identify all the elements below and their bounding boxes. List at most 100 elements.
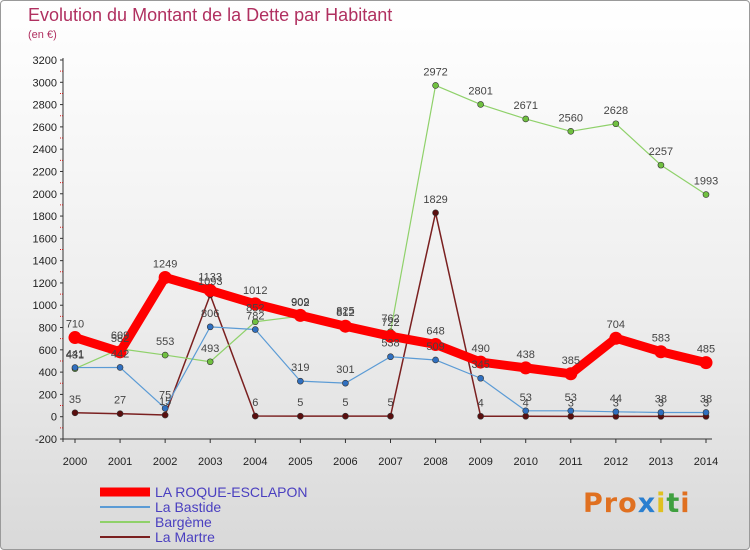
data-label: 2257	[649, 146, 673, 158]
series-point-0	[699, 356, 713, 370]
data-label: 490	[471, 343, 489, 355]
data-label: 582	[111, 333, 129, 345]
y-tick-label: 2800	[33, 100, 57, 112]
x-tick-label: 2014	[694, 456, 718, 468]
logo-letter: o	[618, 488, 638, 519]
data-label: 2560	[559, 112, 583, 124]
series-point-2	[612, 120, 620, 128]
series-point-1	[612, 408, 620, 416]
data-label: 1093	[198, 276, 222, 288]
y-tick-label: 2600	[33, 122, 57, 134]
data-label: 442	[111, 348, 129, 360]
series-point-0	[609, 331, 623, 345]
series-point-3	[297, 412, 304, 420]
series-point-2	[432, 82, 439, 89]
series-point-3	[387, 412, 394, 420]
series-point-2	[251, 318, 259, 326]
series-point-1	[522, 407, 530, 415]
data-label: 53	[520, 392, 532, 404]
series-point-1	[477, 374, 484, 382]
data-label: 319	[291, 362, 309, 374]
logo-letter: P	[583, 488, 604, 519]
y-tick-label: -200	[35, 434, 57, 446]
data-label: 301	[336, 364, 354, 376]
series-point-1	[161, 405, 169, 412]
series-point-0	[158, 270, 172, 284]
series-point-3	[432, 209, 439, 217]
series-point-0	[113, 345, 127, 359]
series-point-0	[654, 345, 668, 359]
data-label: 806	[201, 308, 219, 320]
x-tick-label: 2001	[108, 456, 132, 468]
series-point-3	[251, 412, 259, 420]
series-point-1	[71, 364, 79, 371]
y-tick-label: 400	[39, 367, 57, 379]
data-label: 2801	[468, 85, 492, 97]
data-label: 1829	[423, 194, 447, 206]
data-label: 5	[297, 397, 303, 409]
x-tick-label: 2006	[333, 456, 357, 468]
y-tick-label: 2000	[33, 189, 57, 201]
series-point-3	[161, 411, 169, 419]
y-tick-label: 0	[51, 412, 57, 424]
data-label: 15	[159, 396, 171, 408]
data-label: 3	[568, 397, 574, 409]
legend-label: La Martre	[155, 529, 215, 545]
chart-title: Evolution du Montant de la Dette par Hab…	[28, 5, 393, 25]
y-tick-label: 1800	[33, 211, 57, 223]
data-label: 4	[523, 397, 529, 409]
legend-label: Bargème	[155, 514, 212, 530]
series-point-0	[519, 361, 533, 375]
series-point-1	[342, 379, 349, 387]
y-tick-label: 1200	[33, 278, 57, 290]
data-label: 3	[613, 397, 619, 409]
data-label: 2671	[513, 100, 537, 112]
x-tick-label: 2011	[559, 456, 583, 468]
data-label: 2628	[604, 105, 628, 117]
data-label: 38	[700, 393, 712, 405]
series-point-0	[429, 337, 443, 351]
series-point-2	[567, 128, 575, 135]
x-tick-label: 2012	[604, 456, 628, 468]
series-point-1	[251, 326, 259, 333]
x-tick-label: 2010	[513, 456, 537, 468]
data-label: 6	[252, 397, 258, 409]
logo-letter: i	[656, 488, 667, 519]
logo-letter: i	[680, 488, 691, 519]
data-label: 553	[156, 336, 174, 348]
data-label: 609	[111, 330, 129, 342]
series-point-0	[203, 283, 217, 297]
data-label: 1249	[153, 258, 177, 270]
y-tick-label: 1000	[33, 300, 57, 312]
series-point-0	[564, 367, 578, 381]
x-tick-label: 2003	[198, 456, 222, 468]
series-point-0	[293, 308, 307, 322]
data-label: 38	[655, 393, 667, 405]
series-point-3	[116, 410, 124, 417]
series-point-1	[206, 323, 214, 331]
data-label: 1133	[198, 271, 222, 283]
data-label: 762	[381, 313, 399, 325]
data-label: 441	[66, 349, 84, 361]
series-point-1	[657, 409, 665, 416]
legend-label: La Bastide	[155, 499, 221, 515]
data-label: 538	[381, 338, 399, 350]
data-label: 909	[291, 296, 309, 308]
data-label: 35	[69, 394, 81, 406]
data-label: 53	[565, 392, 577, 404]
y-tick-label: 1400	[33, 256, 57, 268]
series-point-1	[567, 407, 575, 415]
series-point-2	[657, 161, 665, 169]
y-tick-label: 2200	[33, 166, 57, 178]
x-tick-label: 2007	[378, 456, 402, 468]
x-tick-label: 2009	[468, 456, 492, 468]
proxiti-logo: Proxiti	[583, 488, 691, 519]
data-label: 1993	[694, 176, 718, 188]
x-tick-label: 2000	[63, 456, 87, 468]
x-tick-label: 2013	[649, 456, 673, 468]
x-tick-label: 2008	[423, 456, 447, 468]
series-point-2	[477, 101, 484, 108]
data-label: 902	[291, 297, 309, 309]
data-label: 509	[426, 341, 444, 353]
series-point-1	[432, 356, 439, 364]
